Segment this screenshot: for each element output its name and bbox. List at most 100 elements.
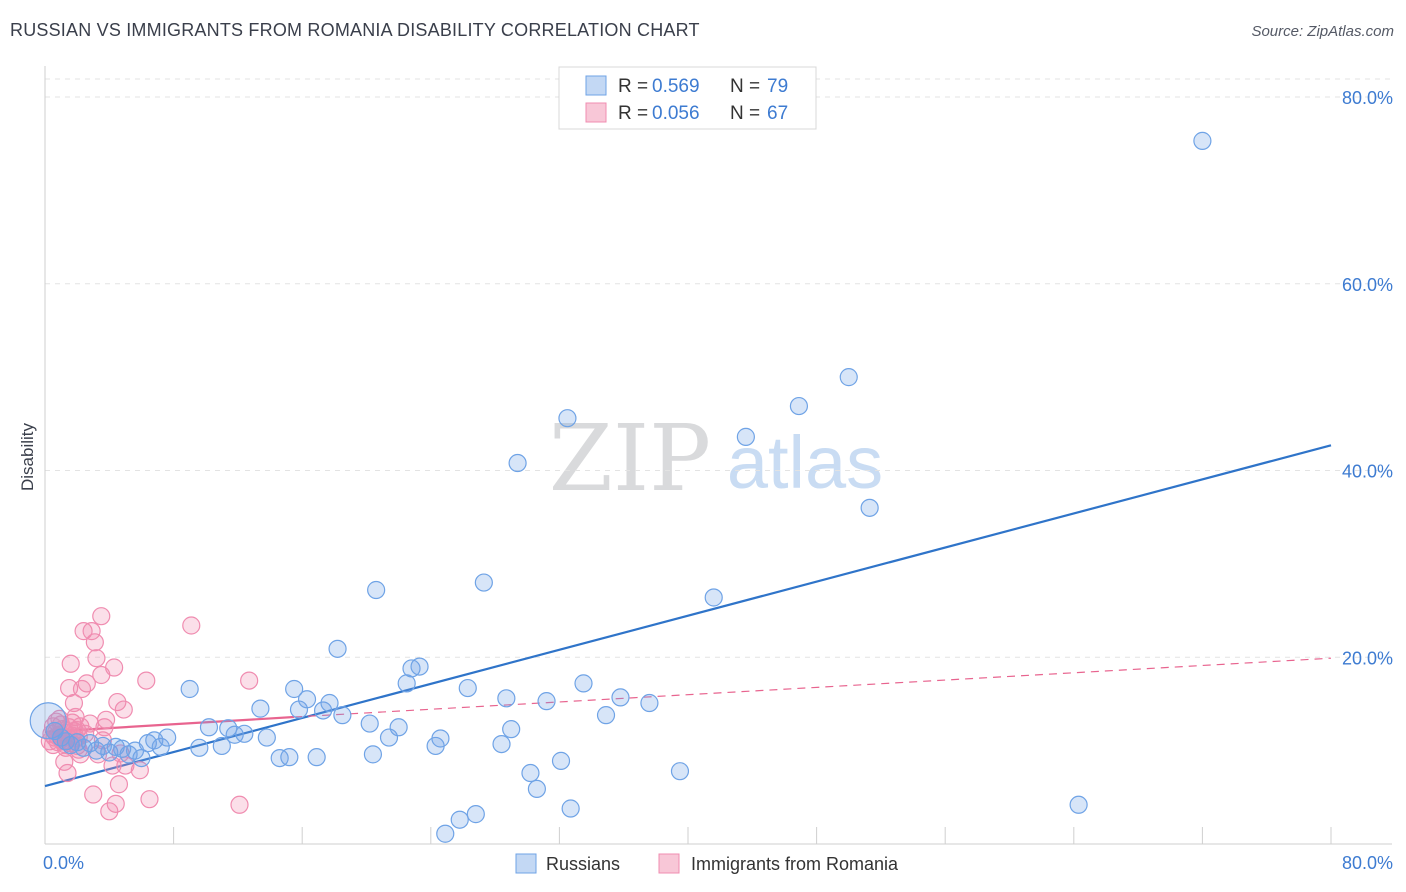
- romania-point: [55, 752, 74, 771]
- russians-point: [537, 692, 556, 711]
- russians-point: [558, 409, 577, 428]
- stats-swatch-russians: [585, 75, 607, 96]
- romania-point: [92, 607, 111, 626]
- romania-point: [182, 616, 201, 635]
- russians-point: [474, 573, 493, 592]
- russians-point: [640, 693, 659, 713]
- y-tick-label: 60.0%: [1342, 275, 1393, 295]
- russians-point: [307, 748, 326, 767]
- russians-point: [492, 734, 511, 754]
- russians-point: [458, 678, 477, 698]
- russians-point: [551, 751, 571, 770]
- legend-swatch-russians: [515, 853, 537, 874]
- trend-lines: [44, 444, 1332, 788]
- russians-point: [839, 368, 858, 387]
- y-tick-label: 40.0%: [1342, 462, 1393, 482]
- russians-point: [363, 745, 383, 764]
- romania-point: [95, 718, 114, 737]
- russians-point: [225, 725, 244, 744]
- legend-label-romania: Immigrants from Romania: [691, 854, 899, 874]
- y-tick-label: 20.0%: [1342, 648, 1393, 668]
- romania-point: [100, 802, 119, 821]
- watermark-atlas: atlas: [727, 421, 883, 504]
- russians-point: [389, 718, 408, 737]
- russians-point: [235, 724, 254, 743]
- romania-point: [140, 790, 159, 809]
- romania-point: [87, 649, 106, 668]
- russians-point: [257, 728, 276, 747]
- stats-r-value-russians: 0.569: [652, 76, 700, 97]
- russians-point: [497, 689, 516, 708]
- romania-point: [106, 794, 125, 813]
- romania-point: [82, 622, 101, 641]
- stats-swatch-romania: [585, 102, 607, 123]
- russians-point: [670, 762, 690, 781]
- axes: [44, 66, 1392, 845]
- russians-point: [158, 728, 177, 747]
- russians-point: [596, 706, 616, 725]
- russians-point: [574, 674, 593, 693]
- russians-point: [151, 737, 170, 756]
- russians-point: [328, 639, 347, 658]
- russians-point: [270, 748, 289, 768]
- romania-points: [40, 607, 259, 821]
- russians-point: [508, 453, 527, 473]
- tick-labels: 20.0% 40.0% 60.0% 80.0% 0.0% 80.0%: [43, 88, 1393, 873]
- x-tick-label-max: 80.0%: [1342, 853, 1393, 873]
- romania-trend-line: [44, 715, 295, 734]
- russians-point: [333, 706, 352, 725]
- romania-point: [105, 658, 124, 677]
- romania-point: [109, 775, 129, 794]
- series-legend: Russians Immigrants from Romania: [515, 853, 899, 874]
- stats-r-value-romania: 0.056: [652, 103, 700, 124]
- russians-point: [860, 498, 879, 517]
- grid-lines: [45, 78, 1392, 658]
- romania-point: [85, 633, 104, 652]
- russians-point: [367, 580, 386, 600]
- x-tick-label-min: 0.0%: [43, 853, 84, 873]
- russians-point: [736, 427, 755, 446]
- watermark-zip: ZIP: [549, 405, 711, 512]
- russians-point: [132, 748, 151, 768]
- russians-point: [219, 719, 238, 738]
- russians-point: [502, 720, 521, 739]
- romania-trend-extension: [294, 657, 1332, 718]
- russians-point: [450, 810, 469, 829]
- stats-n-label-russians: N =: [730, 76, 760, 97]
- russians-point: [320, 693, 339, 713]
- russians-points: [29, 131, 1212, 843]
- russians-point: [297, 690, 317, 709]
- russians-point: [285, 679, 304, 699]
- russians-point: [561, 799, 580, 818]
- romania-point: [240, 671, 259, 690]
- stats-n-label-romania: N =: [730, 103, 760, 124]
- russians-point: [45, 721, 64, 741]
- russians-point: [466, 805, 485, 824]
- russians-point: [436, 824, 455, 843]
- russians-point: [410, 657, 429, 676]
- romania-point: [230, 795, 249, 814]
- romania-point: [108, 692, 127, 712]
- russians-point: [521, 763, 540, 783]
- russians-point: [313, 701, 333, 720]
- russians-point: [212, 736, 231, 756]
- russians-trend-line: [44, 444, 1332, 788]
- romania-point: [64, 693, 84, 713]
- russians-point: [190, 738, 209, 757]
- romania-point: [96, 710, 116, 729]
- stats-r-label-romania: R =: [618, 103, 648, 124]
- stats-legend: R = 0.569 N = 79 R = 0.056 N = 67: [558, 66, 817, 130]
- russians-point: [431, 729, 450, 748]
- russians-point: [360, 714, 379, 733]
- russians-point: [93, 736, 112, 756]
- chart-title: RUSSIAN VS IMMIGRANTS FROM ROMANIA DISAB…: [10, 20, 700, 40]
- russians-point: [199, 718, 219, 737]
- russians-point: [611, 688, 630, 707]
- y-axis-label: Disability: [18, 422, 37, 491]
- russians-point: [280, 748, 299, 767]
- legend-swatch-romania: [658, 853, 680, 874]
- romania-point: [137, 671, 156, 690]
- stats-n-value-romania: 67: [767, 103, 788, 124]
- romania-point: [61, 654, 80, 673]
